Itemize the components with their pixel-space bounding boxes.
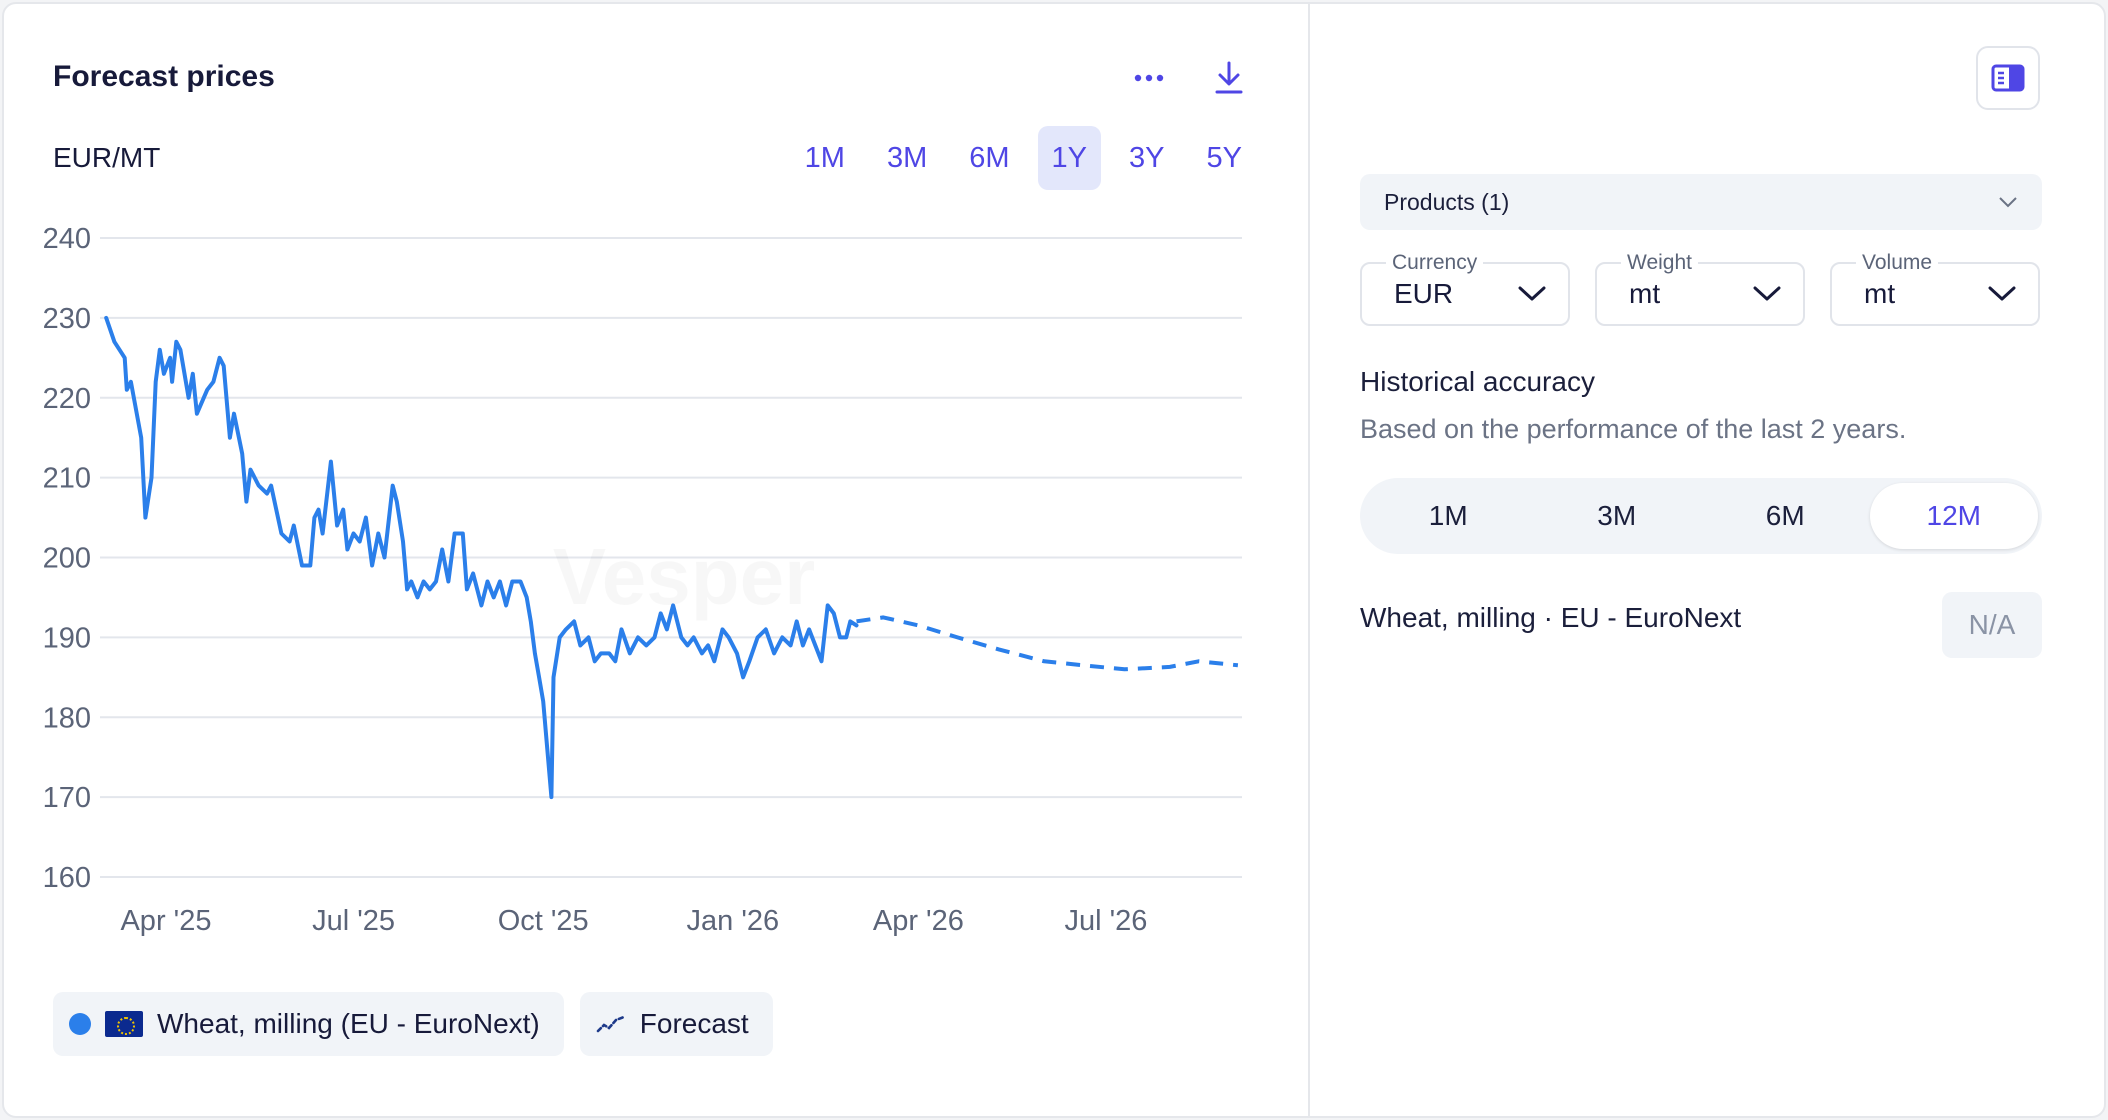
series-dot [69,1013,91,1035]
accuracy-product-label: Wheat, milling · EU - EuroNext [1360,602,1742,633]
chevron-down-icon [1999,197,2017,208]
volume-select[interactable]: Volume mt [1830,251,2040,326]
accuracy-subtitle: Based on the performance of the last 2 y… [1360,414,1907,444]
range-tabs: 1M 3M 6M 1Y 3Y 5Y [791,126,1256,190]
legend-label: Forecast [639,1008,749,1039]
y-tick-label: 180 [43,702,91,734]
x-tick-label: Jul '26 [1064,905,1147,937]
panel-toggle-button[interactable] [1976,46,2040,110]
forecast-series-line [856,615,1239,672]
unit-label: EUR/MT [53,142,161,173]
currency-select[interactable]: Currency EUR [1360,251,1570,326]
price-chart: 160 170 180 190 200 210 220 230 240 Apr '25 Jul '… [43,223,1242,937]
period-tab-6m[interactable]: 6M [1765,500,1805,531]
products-label: Products (1) [1384,188,1510,215]
currency-label: Currency [1386,251,1484,275]
x-axis: Apr '25 Jul '25 Oct '25 Jan '26 Apr '26 Jul '… [120,905,1147,937]
chevron-down-icon [1988,286,2016,301]
settings-panel: Products (1) Currency EUR Weight mt Volu… [1310,4,2104,1116]
legend-item-wheat[interactable]: Wheat, milling (EU - EuroNext) [53,992,564,1056]
period-tab-3m[interactable]: 3M [1597,500,1637,531]
y-tick-label: 220 [43,383,91,415]
legend-label: Wheat, milling (EU - EuroNext) [157,1008,540,1039]
accuracy-title: Historical accuracy [1360,366,1595,397]
products-dropdown[interactable]: Products (1) [1360,174,2042,230]
legend-item-forecast[interactable]: Forecast [579,992,773,1056]
chart-grid [100,237,1242,878]
weight-select[interactable]: Weight mt [1595,251,1805,326]
chevron-down-icon [1518,286,1546,301]
x-tick-label: Apr '25 [120,905,211,937]
y-tick-label: 230 [43,303,91,335]
range-tab-5y[interactable]: 5Y [1206,141,1242,174]
volume-label: Volume [1856,251,1939,275]
chart-legend: Wheat, milling (EU - EuroNext) Forecast [53,992,773,1056]
accuracy-value-badge: N/A [1942,592,2042,658]
range-tab-1m[interactable]: 1M [804,141,845,174]
weight-label: Weight [1621,251,1698,275]
chart-panel: Forecast prices EUR/MT 1M 3M 6M 1Y 3Y 5Y… [4,4,1308,1116]
price-series-line [104,315,859,800]
x-tick-label: Apr '26 [873,905,964,937]
weight-value: mt [1629,278,1661,309]
y-tick-label: 210 [43,463,91,495]
accuracy-period-tabs: 1M 3M 6M 12M [1360,478,2042,554]
period-tab-1m[interactable]: 1M [1428,500,1468,531]
currency-value: EUR [1394,278,1454,309]
y-tick-label: 190 [43,622,91,654]
y-tick-label: 240 [43,223,91,255]
y-tick-label: 200 [43,543,91,575]
chevron-down-icon [1753,286,1781,301]
forecast-line-icon [596,1015,626,1033]
x-tick-label: Oct '25 [498,905,589,937]
y-tick-label: 160 [43,862,91,894]
chart-watermark: Vesper [553,532,815,621]
download-button[interactable] [1206,55,1252,101]
page-title: Forecast prices [53,60,275,93]
more-horizontal-icon [1134,74,1164,82]
x-tick-label: Jan '26 [687,905,780,937]
y-axis: 160 170 180 190 200 210 220 230 240 [43,223,91,894]
range-tab-3y[interactable]: 3Y [1129,141,1165,174]
eu-flag-icon [105,1011,143,1037]
chart-series [104,315,1239,800]
range-tab-1y[interactable]: 1Y [1037,126,1102,190]
period-tab-12m[interactable]: 12M [1869,483,2038,549]
download-icon [1215,61,1243,94]
panel-toggle-icon [1991,64,2025,92]
x-tick-label: Jul '25 [312,905,395,937]
range-tab-6m[interactable]: 6M [969,141,1010,174]
panel-divider [1308,4,1310,1116]
range-tab-3m[interactable]: 3M [886,141,928,174]
y-tick-label: 170 [43,782,91,814]
more-options-button[interactable] [1126,55,1172,101]
volume-value: mt [1864,278,1896,309]
